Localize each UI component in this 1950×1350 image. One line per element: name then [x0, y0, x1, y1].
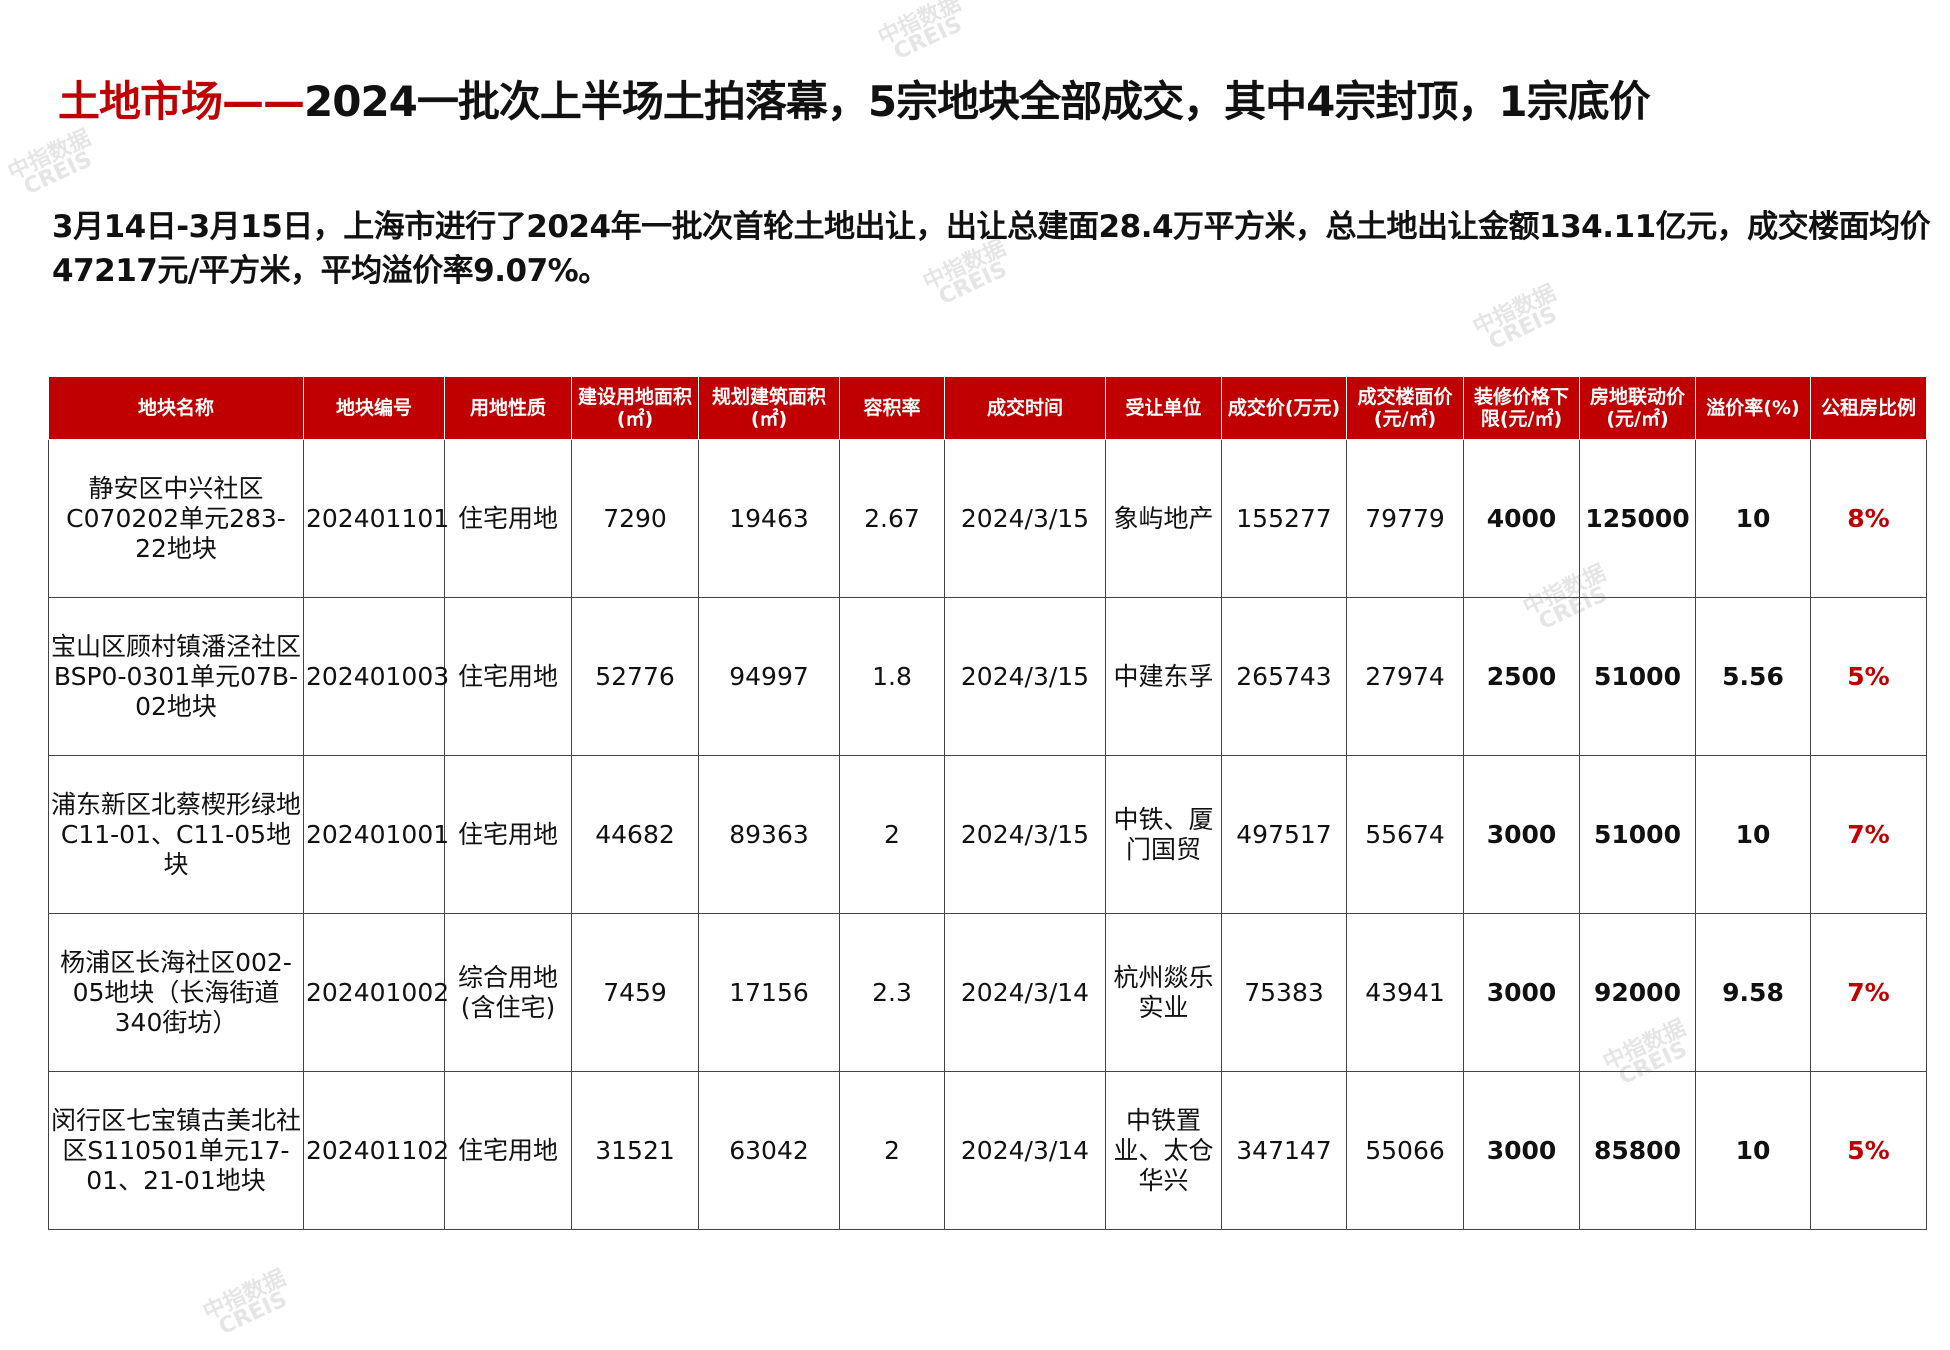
column-header: 房地联动价(元/㎡): [1579, 376, 1696, 440]
table-cell: 静安区中兴社区C070202单元283-22地块: [48, 439, 304, 598]
table-cell: 265743: [1221, 597, 1347, 756]
table-cell: 9.58: [1695, 913, 1811, 1072]
table-cell: 3000: [1463, 913, 1580, 1072]
table-cell: 宝山区顾村镇潘泾社区BSP0-0301单元07B-02地块: [48, 597, 304, 756]
column-header: 容积率: [839, 376, 945, 440]
table-cell: 2024/3/15: [944, 439, 1106, 598]
table-cell: 51000: [1579, 597, 1696, 756]
table-cell: 5%: [1810, 1071, 1927, 1230]
table-cell: 3000: [1463, 1071, 1580, 1230]
table-cell: 10: [1695, 1071, 1811, 1230]
table-cell: 31521: [571, 1071, 699, 1230]
table-cell: 19463: [698, 439, 840, 598]
table-cell: 中铁、厦门国贸: [1105, 755, 1222, 914]
table-cell: 7%: [1810, 755, 1927, 914]
watermark: 中指数据 CREIS: [4, 125, 96, 201]
table-cell: 85800: [1579, 1071, 1696, 1230]
table-cell: 7459: [571, 913, 699, 1072]
table-row: 杨浦区长海社区002-05地块（长海街道340街坊） 202401002 综合用地(…: [48, 913, 1927, 1072]
watermark: 中指数据 CREIS: [199, 1265, 291, 1341]
column-header: 成交时间: [944, 376, 1106, 440]
table-cell: 浦东新区北蔡楔形绿地C11-01、C11-05地块: [48, 755, 304, 914]
table-cell: 55066: [1346, 1071, 1464, 1230]
table-cell: 8%: [1810, 439, 1927, 598]
table-cell: 75383: [1221, 913, 1347, 1072]
table-cell: 51000: [1579, 755, 1696, 914]
column-header: 溢价率(%): [1695, 376, 1811, 440]
land-deal-table: 地块名称 地块编号 用地性质 建设用地面积(㎡) 规划建筑面积(㎡) 容积率 成交时间 受让单…: [48, 376, 1927, 1230]
title-prefix: 土地市场——: [58, 77, 305, 126]
title-main: 2024一批次上半场土拍落幕，5宗地块全部成交，其中4宗封顶，1宗底价: [304, 77, 1651, 126]
column-header: 成交楼面价(元/㎡): [1346, 376, 1464, 440]
table-cell: 7%: [1810, 913, 1927, 1072]
table-cell: 125000: [1579, 439, 1696, 598]
table-cell: 27974: [1346, 597, 1464, 756]
column-header: 成交价(万元): [1221, 376, 1347, 440]
table-cell: 2: [839, 755, 945, 914]
table-cell: 综合用地(含住宅): [444, 913, 572, 1072]
column-header: 地块名称: [48, 376, 304, 440]
table-cell: 52776: [571, 597, 699, 756]
column-header: 建设用地面积(㎡): [571, 376, 699, 440]
table-cell: 1.8: [839, 597, 945, 756]
table-cell: 住宅用地: [444, 439, 572, 598]
table-cell: 2024/3/14: [944, 913, 1106, 1072]
column-header: 公租房比例: [1810, 376, 1927, 440]
table-cell: 94997: [698, 597, 840, 756]
table-cell: 4000: [1463, 439, 1580, 598]
table-row: 浦东新区北蔡楔形绿地C11-01、C11-05地块 202401001 住宅用地 44…: [48, 755, 1927, 914]
table-cell: 5%: [1810, 597, 1927, 756]
table-cell: 中建东孚: [1105, 597, 1222, 756]
summary-text: 3月14日-3月15日，上海市进行了2024年一批次首轮土地出让，出让总建面28…: [52, 209, 1931, 289]
column-header: 地块编号: [303, 376, 445, 440]
table-cell: 7290: [571, 439, 699, 598]
column-header: 规划建筑面积(㎡): [698, 376, 840, 440]
watermark: 中指数据 CREIS: [874, 0, 966, 66]
table-cell: 5.56: [1695, 597, 1811, 756]
table-cell: 中铁置业、太仓华兴: [1105, 1071, 1222, 1230]
table-cell: 202401002: [303, 913, 449, 1072]
table-row: 宝山区顾村镇潘泾社区BSP0-0301单元07B-02地块 202401003 住宅…: [48, 597, 1927, 756]
table-cell: 住宅用地: [444, 1071, 572, 1230]
table-cell: 2024/3/15: [944, 597, 1106, 756]
table-cell: 象屿地产: [1105, 439, 1222, 598]
table-cell: 2.3: [839, 913, 945, 1072]
table-cell: 2.67: [839, 439, 945, 598]
table-cell: 55674: [1346, 755, 1464, 914]
table-cell: 杭州燚乐实业: [1105, 913, 1222, 1072]
table-cell: 92000: [1579, 913, 1696, 1072]
page-title: 土地市场——2024一批次上半场土拍落幕，5宗地块全部成交，其中4宗封顶，1宗底…: [58, 68, 1651, 129]
table-row: 静安区中兴社区C070202单元283-22地块 202401101 住宅用地 729…: [48, 439, 1927, 598]
table-cell: 17156: [698, 913, 840, 1072]
table-cell: 63042: [698, 1071, 840, 1230]
column-header: 装修价格下限(元/㎡): [1463, 376, 1580, 440]
column-header: 受让单位: [1105, 376, 1222, 440]
table-cell: 闵行区七宝镇古美北社区S110501单元17-01、21-01地块: [48, 1071, 304, 1230]
table-cell: 497517: [1221, 755, 1347, 914]
table-cell: 202401003: [303, 597, 449, 756]
table-cell: 住宅用地: [444, 755, 572, 914]
table-cell: 202401001: [303, 755, 449, 914]
table-cell: 3000: [1463, 755, 1580, 914]
table-cell: 43941: [1346, 913, 1464, 1072]
table-cell: 住宅用地: [444, 597, 572, 756]
table-cell: 347147: [1221, 1071, 1347, 1230]
table-cell: 2: [839, 1071, 945, 1230]
table-row: 闵行区七宝镇古美北社区S110501单元17-01、21-01地块 2024011…: [48, 1071, 1927, 1230]
table-cell: 10: [1695, 755, 1811, 914]
table-cell: 杨浦区长海社区002-05地块（长海街道340街坊）: [48, 913, 304, 1072]
table-cell: 202401101: [303, 439, 449, 598]
table-cell: 10: [1695, 439, 1811, 598]
table-cell: 44682: [571, 755, 699, 914]
table-cell: 202401102: [303, 1071, 449, 1230]
table-cell: 155277: [1221, 439, 1347, 598]
table-cell: 2024/3/14: [944, 1071, 1106, 1230]
table-cell: 2500: [1463, 597, 1580, 756]
table-cell: 89363: [698, 755, 840, 914]
table-header-row: 地块名称 地块编号 用地性质 建设用地面积(㎡) 规划建筑面积(㎡) 容积率 成交时间 受让单…: [48, 376, 1927, 440]
table-cell: 79779: [1346, 439, 1464, 598]
watermark: 中指数据 CREIS: [1469, 280, 1561, 356]
table-cell: 2024/3/15: [944, 755, 1106, 914]
column-header: 用地性质: [444, 376, 572, 440]
